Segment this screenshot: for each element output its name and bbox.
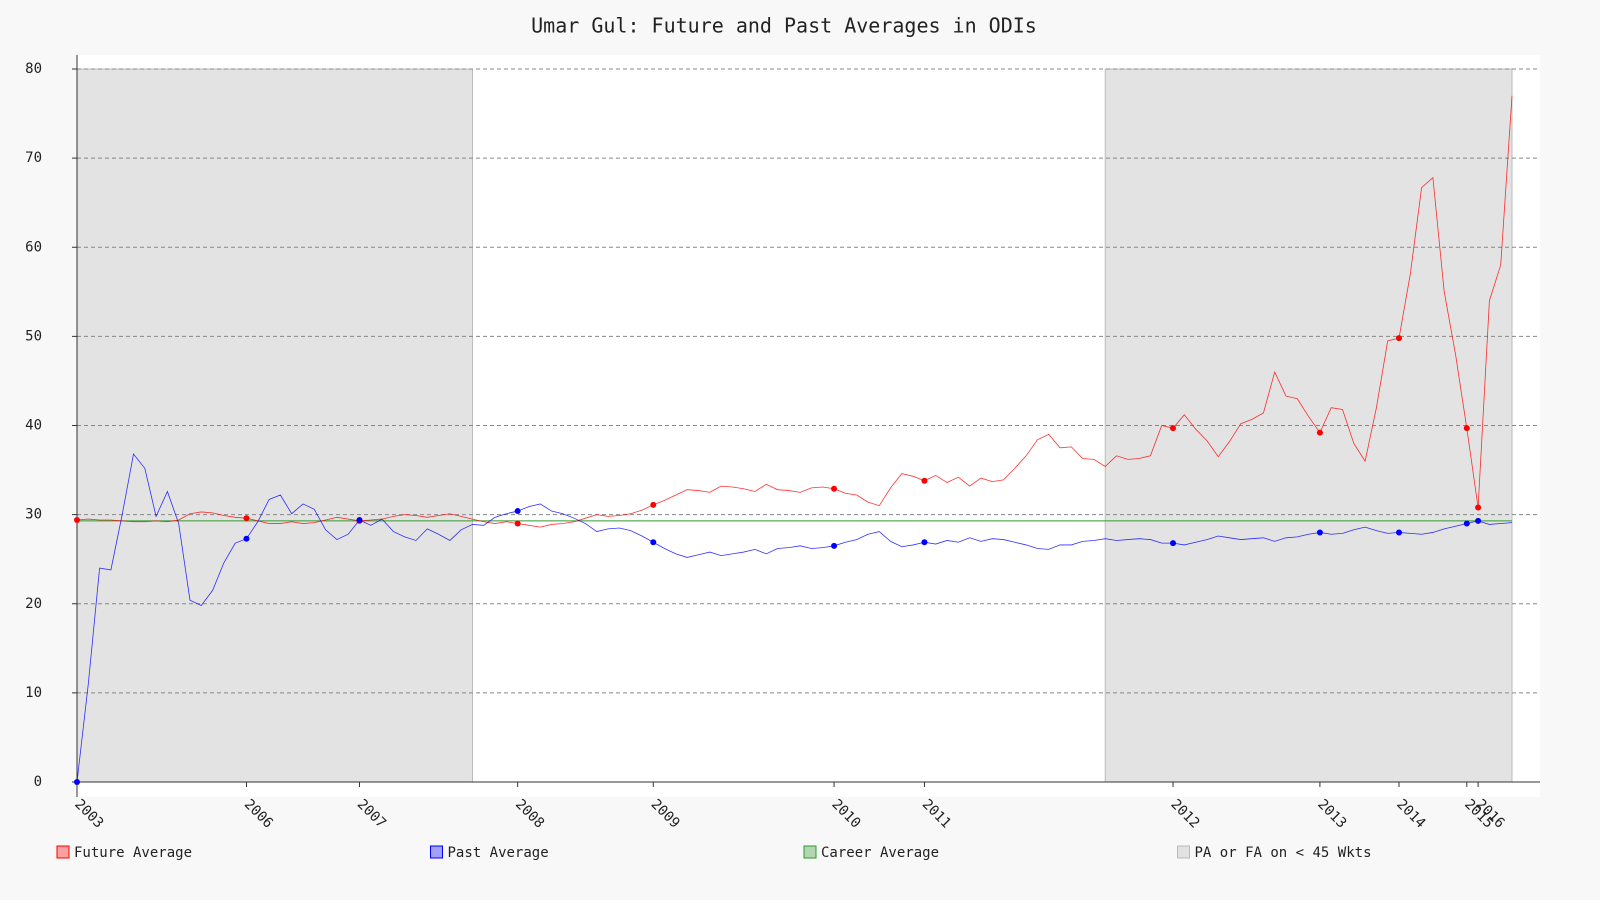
y-tick-label: 60 (25, 239, 42, 255)
series-marker (74, 516, 80, 523)
series-marker (1463, 520, 1470, 527)
series-marker (831, 485, 838, 492)
y-tick-label: 40 (25, 418, 42, 434)
series-marker (1170, 540, 1177, 547)
series-marker (514, 508, 521, 515)
series-marker (921, 539, 928, 546)
series-marker (1475, 517, 1482, 524)
series-marker (1316, 429, 1323, 436)
series-marker (1463, 425, 1470, 432)
series-line (76, 453, 1513, 783)
legend-swatch (430, 845, 443, 859)
series-marker (650, 501, 657, 508)
x-tick-label: 2010 (828, 796, 863, 831)
series-marker (1396, 335, 1403, 342)
y-tick-label: 10 (25, 685, 42, 701)
x-tick-label: 2011 (919, 796, 954, 831)
chart-title: Umar Gul: Future and Past Averages in OD… (531, 14, 1037, 38)
x-tick-label: 2008 (512, 796, 547, 831)
series-marker (356, 516, 363, 523)
series-marker (1396, 529, 1403, 536)
legend-label: PA or FA on < 45 Wkts (1195, 845, 1372, 861)
x-tick-label: 2007 (354, 796, 389, 831)
series-marker (650, 539, 657, 546)
y-tick-label: 50 (25, 328, 42, 344)
series-marker (74, 779, 80, 785)
series-marker (831, 542, 838, 549)
series-marker (243, 535, 250, 542)
x-tick-label: 2012 (1167, 796, 1202, 831)
legend-swatch (56, 845, 70, 859)
x-tick-label: 2013 (1314, 796, 1349, 831)
legend-swatch (803, 845, 817, 859)
x-tick-label: 2003 (71, 796, 106, 831)
series-marker (1170, 425, 1177, 432)
legend-swatch (1177, 845, 1190, 859)
series-marker (921, 477, 928, 484)
series-marker (514, 520, 521, 527)
x-tick-label: 2006 (241, 796, 276, 831)
series-line (76, 95, 1513, 528)
series-marker (1475, 504, 1482, 511)
y-tick-label: 0 (34, 774, 42, 790)
y-tick-label: 80 (25, 61, 42, 77)
series-marker (243, 515, 250, 522)
legend-label: Future Average (74, 845, 192, 861)
y-tick-label: 70 (25, 150, 42, 166)
legend-label: Career Average (821, 845, 939, 861)
y-tick-label: 30 (25, 507, 42, 523)
series-marker (1316, 529, 1323, 536)
legend-label: Past Average (448, 845, 549, 861)
x-tick-label: 2014 (1393, 796, 1428, 831)
y-tick-label: 20 (25, 596, 42, 612)
x-tick-label: 2009 (648, 796, 683, 831)
